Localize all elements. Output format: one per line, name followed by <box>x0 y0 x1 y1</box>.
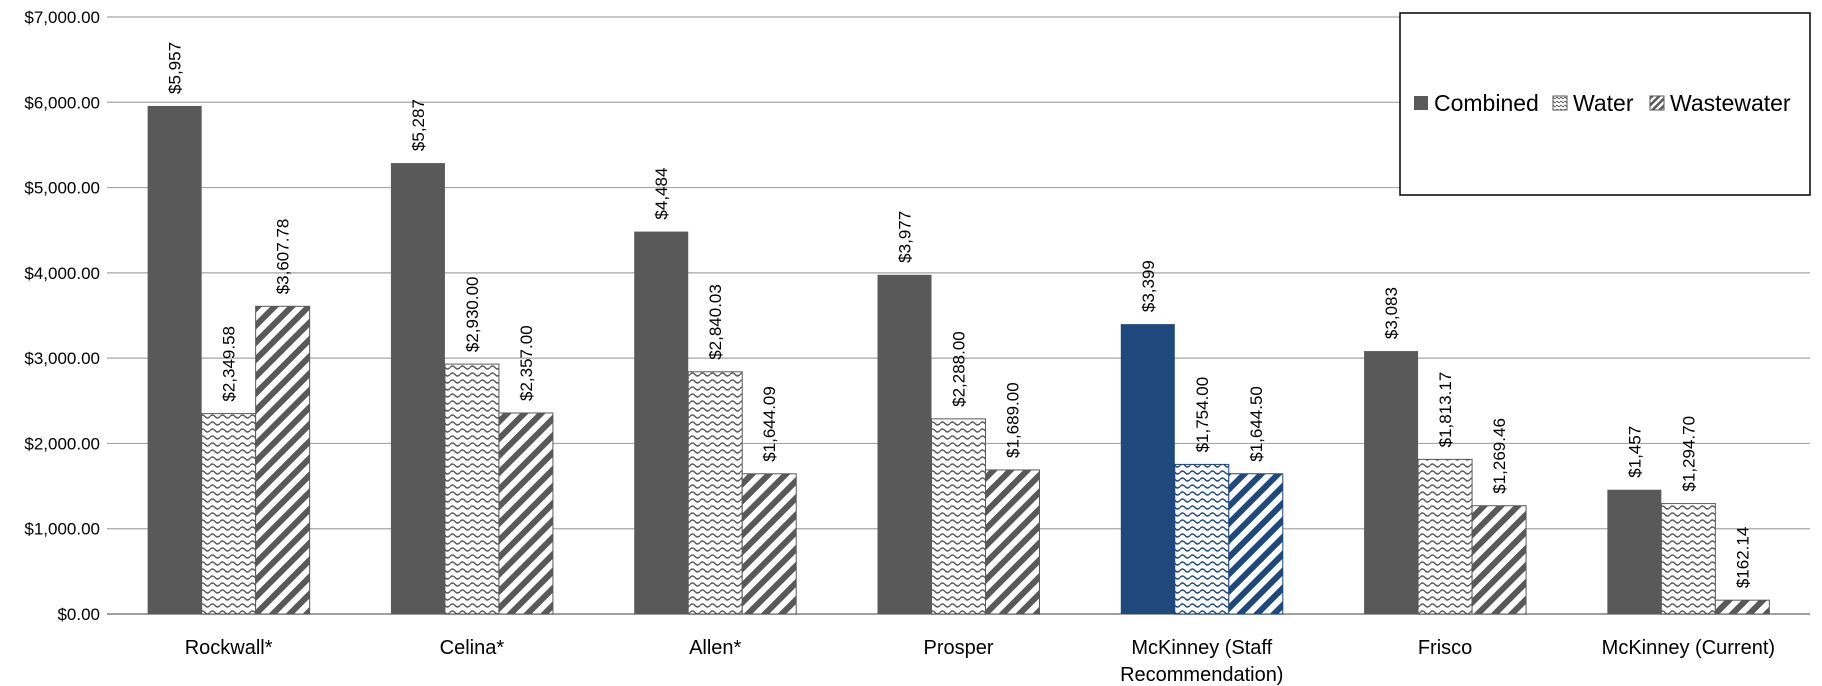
data-label-wastewater: $1,269.46 <box>1490 418 1509 494</box>
data-label-wastewater: $1,644.50 <box>1247 386 1266 462</box>
bar-water <box>1660 503 1716 615</box>
bar-combined <box>147 105 202 614</box>
bar-combined <box>390 163 445 614</box>
x-category-label: Rockwall* <box>185 637 273 659</box>
y-tick-label: $7,000.00 <box>24 8 100 27</box>
data-label-water: $2,349.58 <box>220 326 239 402</box>
bar-wastewater <box>985 469 1040 615</box>
data-label-water: $2,930.00 <box>463 276 482 352</box>
data-label-combined: $3,083 <box>1382 287 1401 339</box>
y-tick-label: $3,000.00 <box>24 349 100 368</box>
bar-wastewater <box>498 412 554 615</box>
bars <box>147 105 1770 615</box>
data-label-combined: $4,484 <box>652 168 671 220</box>
x-category-label: McKinney (Current) <box>1602 637 1775 659</box>
y-tick-label: $2,000.00 <box>24 434 100 453</box>
bar-wastewater <box>1228 473 1284 615</box>
bar-water <box>1417 458 1473 615</box>
data-label-combined: $1,457 <box>1625 426 1644 478</box>
x-category-label: Prosper <box>923 637 993 659</box>
data-label-water: $2,840.03 <box>706 284 725 360</box>
y-tick-label: $1,000.00 <box>24 520 100 539</box>
legend-swatch-combined <box>1414 96 1428 110</box>
legend-label-water: Water <box>1573 90 1634 116</box>
data-labels: $5,957 $2,349.58 $3,607.78 $5,287 $2,930.00 $… <box>166 42 1753 588</box>
bar-wastewater <box>1714 599 1770 615</box>
bar-wastewater <box>255 305 311 615</box>
x-category-label: Frisco <box>1418 637 1472 659</box>
bar-combined <box>1364 351 1419 614</box>
x-category-label: Celina* <box>440 637 505 659</box>
y-tick-label: $6,000.00 <box>24 93 100 112</box>
legend-swatch-water <box>1552 95 1568 111</box>
bar-water <box>687 371 743 615</box>
bar-wastewater <box>1471 505 1527 615</box>
data-label-water: $1,813.17 <box>1436 372 1455 448</box>
legend: Combined Water Wastewater <box>1399 12 1811 196</box>
bar-combined <box>1120 324 1175 614</box>
data-label-wastewater: $1,689.00 <box>1004 382 1023 458</box>
x-axis-category-labels: Rockwall* Celina* Allen* Prosper McKinney (S… <box>185 637 1775 686</box>
bar-water <box>444 363 500 615</box>
bar-wastewater <box>741 473 797 615</box>
legend-label-wastewater: Wastewater <box>1670 90 1791 116</box>
legend-label-combined: Combined <box>1434 90 1539 116</box>
data-label-wastewater: $162.14 <box>1733 527 1752 588</box>
y-tick-label: $4,000.00 <box>24 264 100 283</box>
bar-water <box>931 418 986 615</box>
data-label-combined: $5,287 <box>409 99 428 151</box>
bar-combined <box>877 274 932 614</box>
y-axis-tick-labels: $0.00 $1,000.00 $2,000.00 $3,000.00 $4,000.0… <box>24 8 100 624</box>
legend-swatch-wastewater <box>1649 95 1665 111</box>
bar-water <box>201 413 257 615</box>
data-label-water: $2,288.00 <box>950 331 969 407</box>
data-label-combined: $5,957 <box>166 42 185 94</box>
x-category-label: McKinney (Staff Recommendation) <box>1120 637 1283 686</box>
data-label-wastewater: $3,607.78 <box>274 219 293 295</box>
legend-box <box>1399 12 1811 196</box>
data-label-wastewater: $1,644.09 <box>760 386 779 462</box>
data-label-combined: $3,977 <box>896 211 915 263</box>
data-label-combined: $3,399 <box>1139 260 1158 312</box>
data-label-water: $1,754.00 <box>1193 377 1212 453</box>
bar-combined <box>1607 489 1662 614</box>
y-tick-label: $0.00 <box>57 605 100 624</box>
data-label-wastewater: $2,357.00 <box>517 325 536 401</box>
x-category-label: Allen* <box>689 637 741 659</box>
bar-water <box>1174 463 1230 615</box>
y-tick-label: $5,000.00 <box>24 179 100 198</box>
bar-combined <box>634 231 689 614</box>
data-label-water: $1,294.70 <box>1679 416 1698 492</box>
